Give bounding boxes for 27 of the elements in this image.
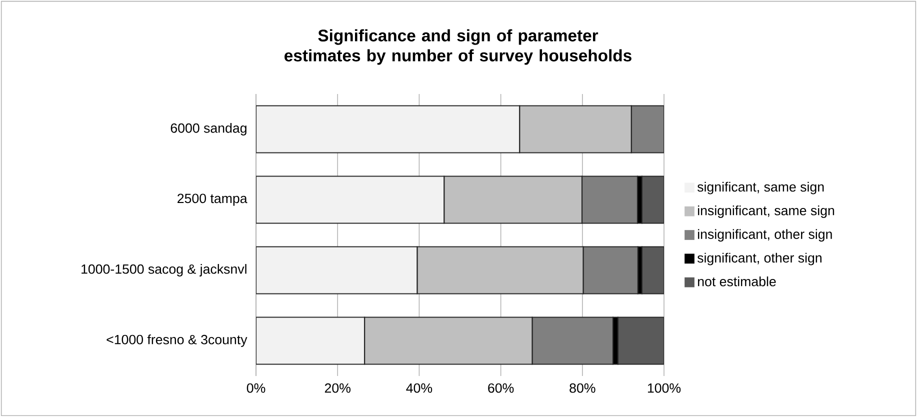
y-tick-label: <1000 fresno & 3county	[106, 334, 248, 347]
legend-label: not estimable	[698, 276, 776, 286]
bar	[582, 246, 638, 294]
x-tick-label: 40%	[406, 383, 432, 393]
y-tick-label: 6000 sandag	[170, 123, 246, 136]
x-tick-label: 20%	[324, 383, 350, 393]
bar	[532, 316, 614, 365]
bar	[641, 246, 664, 294]
y-tick-label: 2500 tampa	[178, 194, 248, 206]
bar	[256, 176, 445, 224]
bar	[617, 316, 664, 365]
x-tick-label: 60%	[488, 383, 514, 393]
bar	[256, 316, 366, 365]
x-tick-label: 80%	[570, 383, 596, 393]
bar	[256, 246, 418, 294]
bar	[641, 176, 664, 224]
bar	[256, 105, 520, 154]
x-tick-label: 0%	[246, 383, 266, 393]
legend-label: significant, other sign	[697, 252, 822, 266]
legend-label: insignificant, same sign	[698, 205, 834, 218]
legend-label: insignificant, other sign	[698, 229, 832, 242]
chart-title: Significance and sign of parameter estimates by number of survey households	[284, 29, 632, 65]
legend-label: significant, same sign	[697, 182, 824, 194]
bar	[581, 176, 638, 224]
x-tick-label: 100%	[648, 383, 681, 393]
bar	[630, 105, 664, 154]
y-tick-label: 1000-1500 sacog & jacksnvl	[82, 264, 246, 276]
